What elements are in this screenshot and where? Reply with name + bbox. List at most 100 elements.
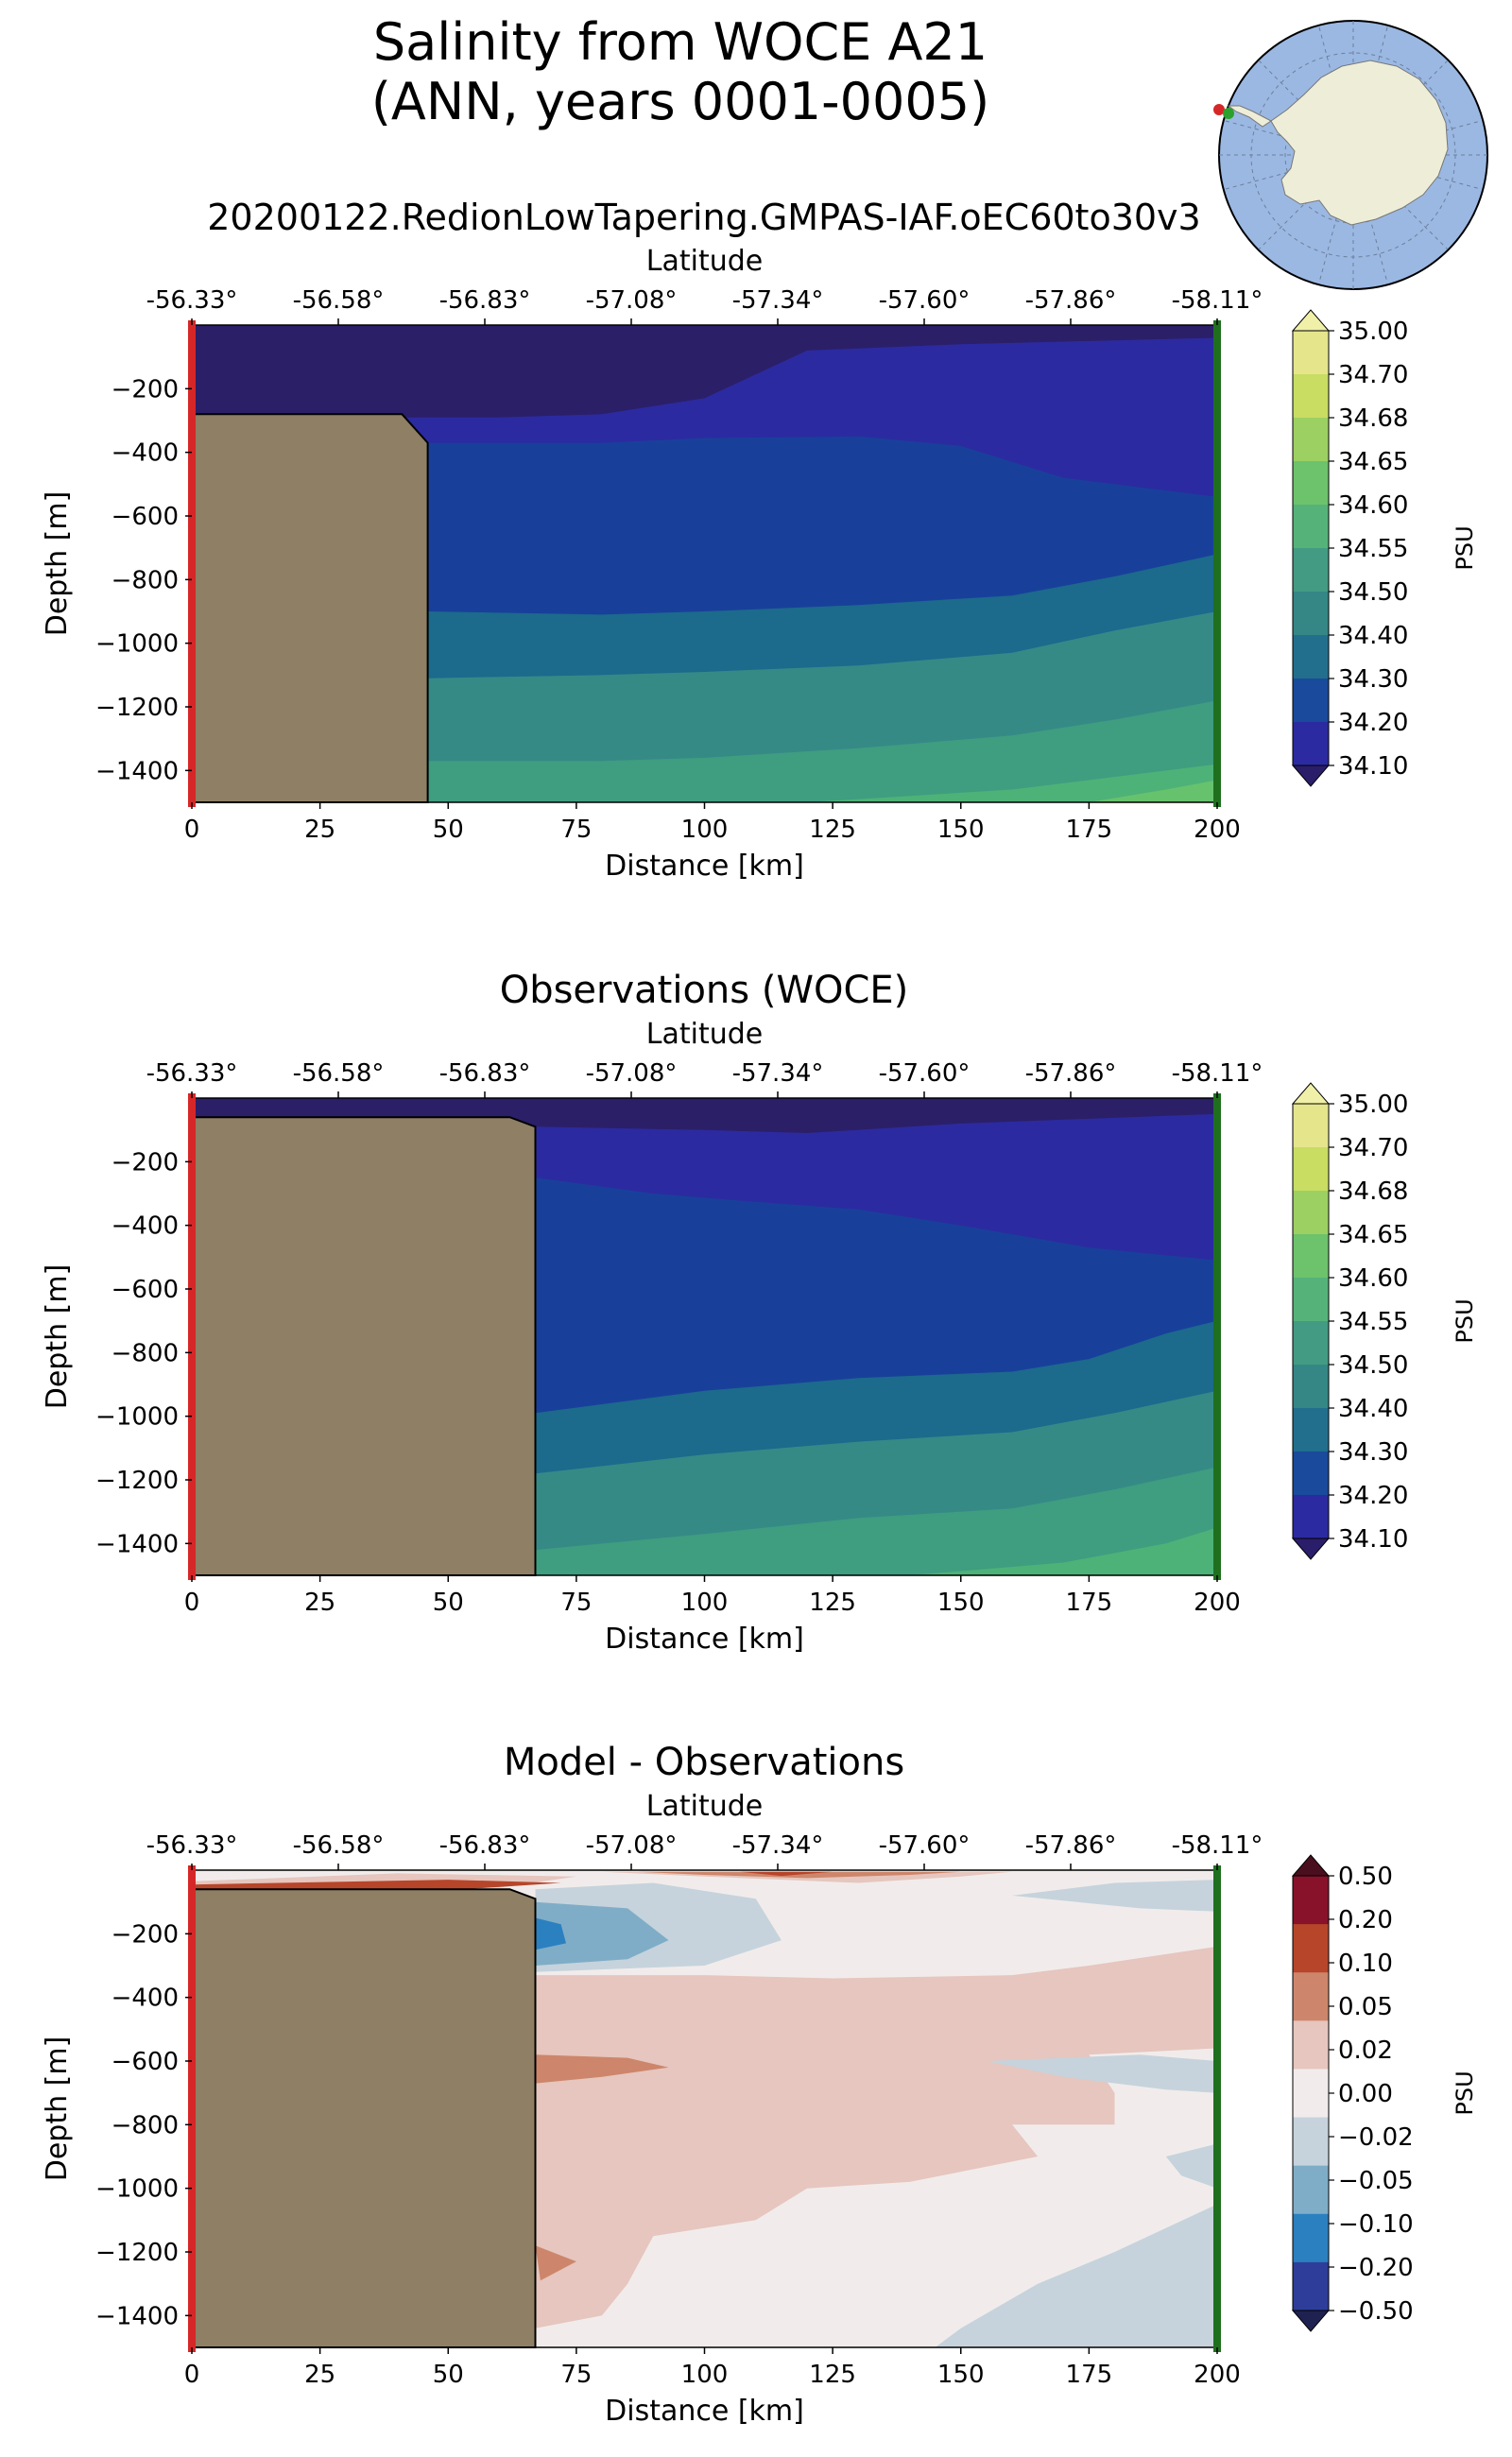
colorbar-tick-label: 0.20 [1338, 1906, 1393, 1934]
colorbar-extend-bottom [1291, 765, 1331, 787]
latitude-tick-label: -58.11° [1172, 286, 1263, 315]
y-tick-label: −800 [112, 566, 179, 594]
panel-model: 20200122.RedionLowTapering.GMPAS-IAF.oEC… [41, 197, 1478, 883]
top-axis-label: Latitude [646, 1018, 763, 1051]
colorbar-segment [1293, 418, 1329, 462]
contour-band-34.50 [427, 700, 1218, 802]
section-start-line [188, 320, 196, 807]
x-tick-label: 150 [937, 1589, 985, 1617]
colorbar-extend-bottom [1291, 1538, 1331, 1560]
colorbar-extend-top [1291, 1082, 1331, 1105]
x-axis-label: Distance [km] [605, 850, 804, 883]
bathymetry [191, 1888, 537, 2348]
figure-title-line2: (ANN, years 0001-0005) [371, 72, 989, 131]
colorbar-segment [1293, 374, 1329, 419]
colorbar-tick-label: 0.10 [1338, 1950, 1393, 1978]
colorbar-tick-label: 34.20 [1338, 1482, 1408, 1510]
antarctic-peninsula [1227, 105, 1272, 128]
colorbar-segment [1293, 1321, 1329, 1366]
section-end-line [1213, 1093, 1221, 1580]
x-tick-label: 200 [1194, 2361, 1241, 2389]
x-axis-label: Distance [km] [605, 1623, 804, 1656]
contour-band-34.55 [909, 1527, 1217, 1575]
colorbar-segment [1293, 1452, 1329, 1496]
colorbar: 35.00 34.70 34.68 34.65 34.60 34.55 34.50 34.40… [1291, 1082, 1478, 1560]
x-tick-label: 0 [184, 2361, 200, 2389]
colorbar-tick-label: −0.50 [1338, 2297, 1414, 2326]
panel-title: 20200122.RedionLowTapering.GMPAS-IAF.oEC… [207, 197, 1200, 238]
anomaly-region [935, 2204, 1217, 2347]
colorbar-extend-top [1291, 1854, 1331, 1877]
section-end-line [1213, 320, 1221, 807]
latitude-tick-label: -57.60° [879, 286, 971, 315]
section-start-marker [1213, 104, 1225, 115]
y-axis-label: Depth [m] [41, 1264, 74, 1410]
colorbar-segment [1293, 505, 1329, 549]
latitude-tick-label: -58.11° [1172, 1059, 1263, 1088]
x-tick-label: 0 [184, 816, 200, 844]
x-tick-label: 150 [937, 2361, 985, 2389]
y-axis-label: Depth [m] [41, 491, 74, 637]
x-tick-label: 150 [937, 816, 985, 844]
colorbar-segment [1293, 2020, 1329, 2070]
latitude-tick-label: -57.34° [732, 1831, 824, 1860]
colorbar-tick-label: 35.00 [1338, 318, 1408, 346]
y-tick-label: −1000 [95, 630, 179, 659]
y-tick-label: −400 [112, 1212, 179, 1241]
x-tick-label: 50 [433, 816, 464, 844]
colorbar-segment [1293, 1972, 1329, 2021]
y-tick-label: −400 [112, 1984, 179, 2013]
colorbar-tick-label: −0.05 [1338, 2167, 1414, 2195]
colorbar-segment [1293, 1408, 1329, 1452]
y-tick-label: −800 [112, 2111, 179, 2139]
x-tick-label: 125 [809, 816, 856, 844]
contour-band-34.55 [807, 764, 1217, 802]
y-tick-label: −400 [112, 439, 179, 468]
anomaly-region [535, 2245, 576, 2281]
latitude-tick-label: -56.33° [146, 1059, 238, 1088]
colorbar-tick-label: 34.50 [1338, 1351, 1408, 1380]
colorbar-tick-label: 34.40 [1338, 1395, 1408, 1423]
colorbar-tick-label: 0.02 [1338, 2036, 1393, 2065]
colorbar-tick-label: 34.30 [1338, 1438, 1408, 1467]
y-tick-label: −1200 [95, 694, 179, 722]
latitude-tick-label: -57.60° [879, 1831, 971, 1860]
x-tick-label: 0 [184, 1589, 200, 1617]
colorbar-label: PSU [1452, 1298, 1478, 1343]
y-tick-label: −600 [112, 1276, 179, 1304]
latitude-tick-label: -56.33° [146, 286, 238, 315]
y-tick-label: −1000 [95, 1403, 179, 1432]
colorbar-tick-label: 34.70 [1338, 361, 1408, 389]
colorbar-segment [1293, 635, 1329, 679]
y-axis-label: Depth [m] [41, 2036, 74, 2182]
colorbar-segment [1293, 1104, 1329, 1148]
colorbar-tick-label: 34.40 [1338, 622, 1408, 650]
colorbar-segment [1293, 1924, 1329, 1973]
x-tick-label: 175 [1066, 816, 1113, 844]
colorbar-segment [1293, 592, 1329, 636]
x-tick-label: 25 [304, 2361, 335, 2389]
latitude-tick-label: -57.86° [1025, 1059, 1117, 1088]
x-tick-label: 50 [433, 1589, 464, 1617]
latitude-tick-label: -57.86° [1025, 286, 1117, 315]
colorbar-tick-label: 0.00 [1338, 2080, 1393, 2108]
panel-title: Model - Observations [504, 1741, 904, 1784]
latitude-tick-label: -56.33° [146, 1831, 238, 1860]
section-end-line [1213, 1865, 1221, 2352]
colorbar-segment [1293, 1876, 1329, 1925]
contour-band-34.60 [1089, 780, 1217, 802]
latitude-tick-label: -57.34° [732, 286, 824, 315]
colorbar-segment [1293, 2261, 1329, 2311]
colorbar-tick-label: −0.10 [1338, 2210, 1414, 2239]
x-tick-label: 75 [560, 1589, 592, 1617]
latitude-tick-label: -57.08° [586, 1831, 678, 1860]
x-tick-label: 100 [681, 816, 729, 844]
anomaly-region [192, 1880, 561, 1889]
y-tick-label: −1400 [95, 1530, 179, 1558]
colorbar-tick-label: 34.65 [1338, 1221, 1408, 1249]
latitude-tick-label: -57.60° [879, 1059, 971, 1088]
colorbar-segment [1293, 722, 1329, 766]
colorbar-tick-label: −0.20 [1338, 2254, 1414, 2282]
colorbar-extend-top [1291, 309, 1331, 332]
y-tick-label: −200 [112, 375, 179, 404]
